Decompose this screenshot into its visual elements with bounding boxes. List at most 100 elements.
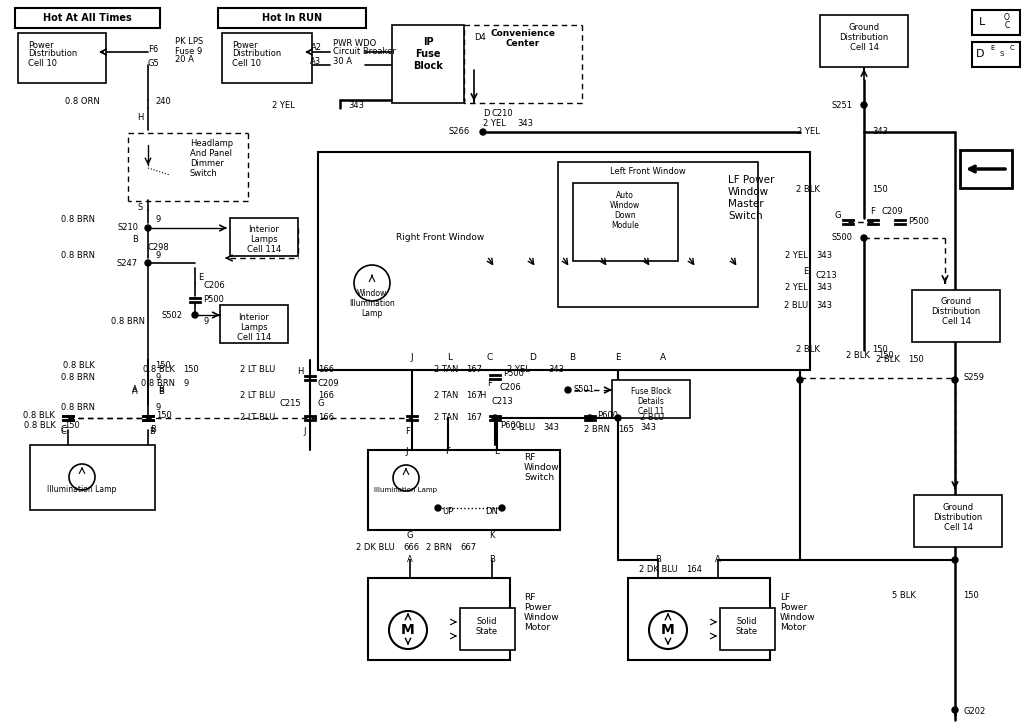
- Text: J: J: [411, 352, 414, 362]
- Text: D: D: [976, 49, 984, 59]
- Text: P600: P600: [597, 411, 618, 419]
- Text: 166: 166: [318, 392, 334, 400]
- Text: IP: IP: [423, 37, 433, 47]
- Text: B: B: [158, 386, 164, 395]
- Circle shape: [615, 415, 621, 421]
- Text: E: E: [803, 267, 808, 277]
- Text: C: C: [486, 352, 494, 362]
- Text: 2 LT BLU: 2 LT BLU: [240, 365, 275, 374]
- Circle shape: [797, 377, 803, 383]
- Text: F6: F6: [147, 45, 158, 55]
- Text: S210: S210: [117, 223, 138, 232]
- Text: G5: G5: [147, 58, 159, 68]
- Text: Fuse 9: Fuse 9: [175, 47, 203, 55]
- Text: C: C: [60, 425, 66, 435]
- Text: 2 YEL: 2 YEL: [483, 119, 506, 127]
- Circle shape: [861, 235, 867, 241]
- Text: 343: 343: [543, 424, 559, 432]
- Text: 30 A: 30 A: [333, 57, 352, 66]
- Text: DN: DN: [485, 507, 499, 516]
- Text: 166: 166: [318, 365, 334, 374]
- Circle shape: [499, 505, 505, 511]
- Bar: [392, 25, 464, 103]
- Text: Illumination Lamp: Illumination Lamp: [47, 486, 117, 494]
- Text: S266: S266: [449, 127, 470, 136]
- Text: Fuse: Fuse: [416, 49, 440, 59]
- Text: B: B: [569, 352, 575, 362]
- Text: RF: RF: [524, 454, 536, 462]
- Text: Left Front Window: Left Front Window: [610, 167, 686, 176]
- Text: Power: Power: [28, 41, 53, 50]
- Text: F: F: [406, 427, 411, 437]
- Text: 2 BLU: 2 BLU: [511, 424, 535, 432]
- Bar: [558, 162, 758, 307]
- Text: H: H: [137, 114, 143, 122]
- Text: 150: 150: [156, 411, 172, 419]
- Bar: [820, 15, 908, 67]
- Text: 2 BLK: 2 BLK: [796, 186, 820, 194]
- Text: 5 BLK: 5 BLK: [892, 590, 916, 599]
- Text: M: M: [662, 623, 675, 637]
- Text: F: F: [445, 448, 451, 456]
- Text: 2 YEL: 2 YEL: [785, 283, 808, 293]
- Text: B: B: [150, 427, 155, 437]
- Text: C209: C209: [882, 207, 903, 216]
- Text: F: F: [487, 379, 493, 387]
- Text: Power: Power: [780, 603, 807, 612]
- Text: M: M: [401, 623, 415, 637]
- Text: Solid: Solid: [736, 617, 758, 627]
- Text: Hot At All Times: Hot At All Times: [43, 13, 131, 23]
- Text: 9: 9: [155, 215, 160, 224]
- Text: 2 YEL: 2 YEL: [798, 127, 820, 136]
- Text: S259: S259: [963, 373, 984, 382]
- Text: Down: Down: [614, 210, 636, 220]
- Text: And Panel: And Panel: [190, 149, 232, 157]
- Bar: [222, 33, 312, 83]
- Text: C: C: [60, 427, 66, 437]
- Text: C210: C210: [492, 108, 514, 117]
- Text: B: B: [158, 387, 164, 397]
- Text: 166: 166: [318, 414, 334, 422]
- Bar: [368, 578, 510, 660]
- Bar: [230, 218, 298, 256]
- Text: G: G: [407, 531, 414, 539]
- Bar: [318, 152, 810, 370]
- Text: 167: 167: [466, 365, 482, 374]
- Text: 2 BLK: 2 BLK: [877, 355, 900, 365]
- Text: 150: 150: [183, 365, 199, 374]
- Text: P500: P500: [908, 218, 929, 226]
- Text: P600: P600: [500, 421, 521, 430]
- Text: 2 TAN: 2 TAN: [433, 414, 458, 422]
- Text: RF: RF: [524, 593, 536, 601]
- Text: 0.8 BRN: 0.8 BRN: [61, 373, 95, 382]
- Text: Interior: Interior: [249, 226, 280, 234]
- Text: Power: Power: [524, 603, 551, 612]
- Text: 667: 667: [460, 544, 476, 553]
- Bar: [218, 8, 366, 28]
- Text: E: E: [615, 352, 621, 362]
- Text: 2 DK BLU: 2 DK BLU: [639, 566, 678, 574]
- Text: 343: 343: [348, 100, 364, 109]
- Text: C206: C206: [500, 384, 522, 392]
- Circle shape: [480, 129, 486, 135]
- Text: Auto: Auto: [616, 191, 634, 199]
- Circle shape: [145, 225, 151, 231]
- Text: Window: Window: [728, 187, 769, 197]
- Circle shape: [565, 387, 571, 393]
- Text: C213: C213: [492, 397, 514, 406]
- Text: Headlamp: Headlamp: [190, 138, 233, 148]
- Text: 150: 150: [63, 421, 80, 430]
- Text: 9: 9: [203, 317, 208, 326]
- Text: Ground: Ground: [940, 298, 972, 306]
- Text: 2 YEL: 2 YEL: [507, 365, 530, 374]
- Circle shape: [952, 377, 958, 383]
- Text: 2 LT BLU: 2 LT BLU: [240, 392, 275, 400]
- Text: Distribution: Distribution: [28, 50, 77, 58]
- Text: L: L: [495, 448, 500, 456]
- Text: 0.8 BLK: 0.8 BLK: [143, 365, 175, 374]
- Text: 167: 167: [466, 414, 482, 422]
- Bar: [628, 578, 770, 660]
- Circle shape: [952, 557, 958, 563]
- Text: Switch: Switch: [728, 211, 763, 221]
- Text: 0.8 BLK: 0.8 BLK: [24, 411, 55, 419]
